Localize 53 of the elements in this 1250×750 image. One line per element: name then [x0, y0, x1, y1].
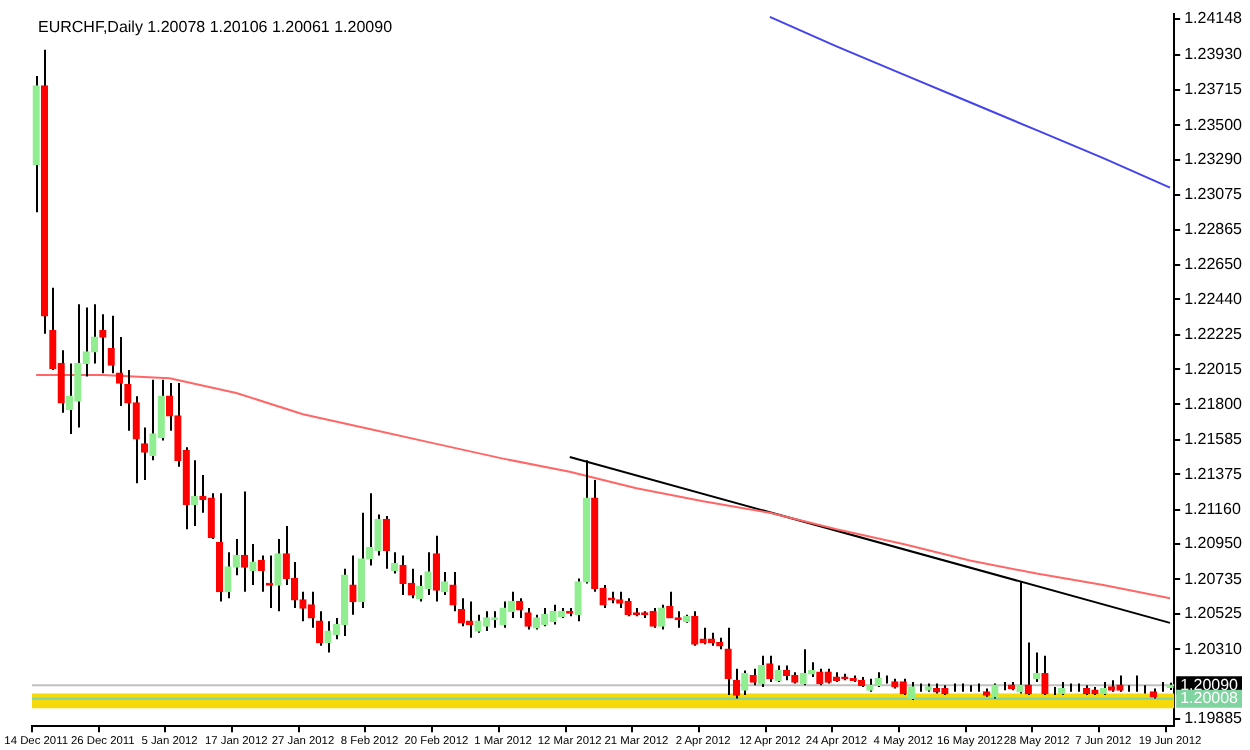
candlestick [349, 554, 357, 616]
candlestick [74, 303, 82, 429]
y-tick-label: 1.22015 [1184, 359, 1244, 378]
candlestick [1041, 654, 1049, 697]
candlestick [407, 567, 415, 600]
candlestick [99, 313, 107, 375]
y-tick-label: 1.20735 [1184, 569, 1244, 588]
candlestick [649, 607, 657, 629]
candlestick [657, 603, 666, 631]
candlestick [324, 620, 332, 654]
candlestick [432, 534, 440, 603]
y-tick-label: 1.22650 [1184, 255, 1244, 274]
y-tick-label: 1.21585 [1184, 430, 1244, 449]
candlestick [907, 680, 916, 702]
y-tick-label: 1.24148 [1184, 9, 1244, 28]
candlestick [357, 511, 365, 610]
candlestick [741, 669, 749, 697]
candlestick [224, 551, 232, 600]
candlestick [274, 538, 282, 613]
chart-title: EURCHF,Daily 1.20078 1.20106 1.20061 1.20090 [38, 18, 394, 37]
y-tick-label: 1.21160 [1184, 499, 1242, 518]
y-tick-label: 1.21375 [1184, 464, 1244, 483]
y-tick-label: 1.20525 [1184, 604, 1244, 623]
candlestick [249, 543, 257, 587]
candlestick [499, 600, 507, 629]
candlestick [416, 574, 424, 603]
y-tick-label: 1.23715 [1184, 80, 1244, 99]
y-tick-label: 1.22440 [1184, 289, 1244, 308]
y-tick-label: 1.21800 [1184, 394, 1244, 413]
candlestick [466, 600, 474, 639]
candlestick [299, 590, 307, 623]
y-tick-label: 1.23930 [1184, 45, 1244, 64]
ref-line-label: 1.20008 [1180, 689, 1240, 708]
y-tick-label: 1.19885 [1184, 709, 1244, 728]
candlestick [149, 378, 157, 462]
y-tick-label: 1.20950 [1184, 534, 1244, 553]
y-tick-label: 1.23500 [1184, 115, 1244, 134]
candlestick [624, 597, 632, 618]
candlestick [399, 554, 407, 596]
ref-line-label: 1.20090 [1180, 675, 1240, 694]
y-tick-label: 1.22865 [1184, 219, 1244, 238]
candlestick [549, 603, 557, 626]
y-tick-label: 1.22225 [1184, 325, 1244, 344]
candlestick [766, 654, 774, 683]
candlestick [724, 626, 732, 697]
y-tick-label: 1.20310 [1184, 639, 1244, 658]
candlestick [240, 490, 249, 593]
candlestick [424, 551, 432, 596]
y-tick-label: 1.23290 [1184, 150, 1244, 169]
candlestick [482, 610, 491, 633]
y-tick-label: 1.23075 [1184, 185, 1244, 204]
candlestick [107, 314, 115, 375]
candlestick [207, 492, 215, 541]
